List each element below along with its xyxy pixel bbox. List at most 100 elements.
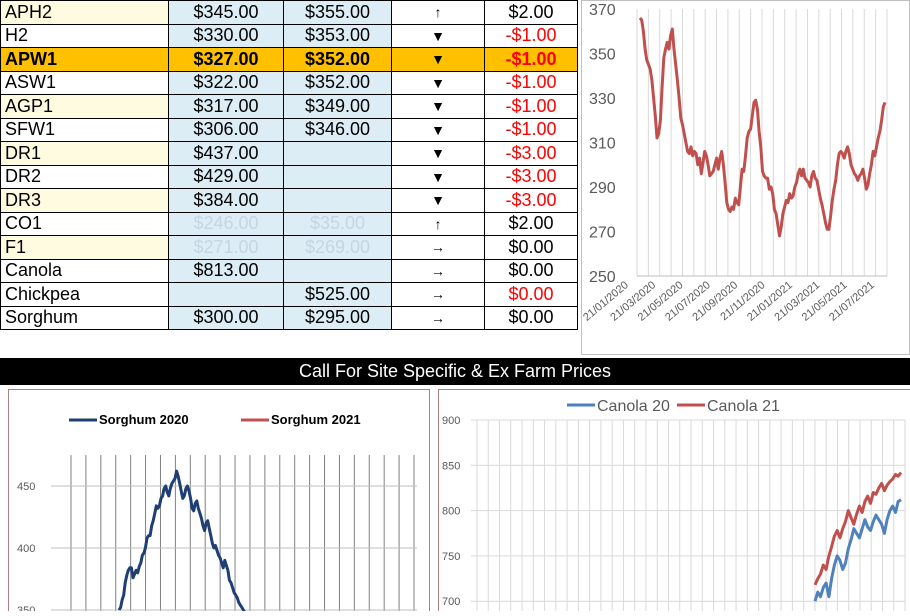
price-cell: $346.00 (283, 117, 392, 142)
legend-label: Canola 20 (597, 398, 670, 415)
price-cell: $352.00 (283, 47, 392, 72)
price-cell: $429.00 (168, 164, 284, 189)
commodity-name: Sorghum (0, 305, 169, 330)
y-tick-label: 330 (589, 91, 616, 108)
price-cell: $306.00 (168, 117, 284, 142)
price-change-cell: $2.00 (484, 211, 578, 236)
price-cell (283, 141, 392, 166)
table-row: F1 $271.00 $269.00 → $0.00 (0, 235, 578, 260)
price-cell: $352.00 (283, 70, 392, 95)
y-tick-label: 450 (17, 481, 35, 493)
table-row: APH2 $345.00 $355.00 ↑ $2.00 (0, 0, 578, 25)
table-row: Sorghum $300.00 $295.00 → $0.00 (0, 305, 578, 330)
trend-arrow-icon: ▼ (391, 164, 485, 189)
sorghum-chart: 350 400 450 Sorghum 2020 Sorghum 2021 (8, 389, 430, 616)
table-row: DR2 $429.00 ▼ -$3.00 (0, 164, 578, 189)
table-row: AGP1 $317.00 $349.00 ▼ -$1.00 (0, 94, 578, 119)
price-cell: $295.00 (283, 305, 392, 330)
commodity-name: APW1 (0, 47, 169, 72)
price-cell (168, 282, 284, 307)
y-tick-label: 350 (17, 605, 35, 611)
price-cell: $345.00 (168, 0, 284, 25)
commodity-name: AGP1 (0, 94, 169, 119)
price-cell: $813.00 (168, 258, 284, 283)
price-cell (283, 188, 392, 213)
canola-20-line (813, 498, 902, 602)
price-cell: $327.00 (168, 47, 284, 72)
legend-label: Sorghum 2020 (99, 412, 189, 427)
price-cell: $355.00 (283, 0, 392, 25)
trend-arrow-icon: ▼ (391, 117, 485, 142)
trend-arrow-icon: → (391, 282, 485, 307)
table-row: Canola $813.00 → $0.00 (0, 258, 578, 283)
commodity-name: Canola (0, 258, 169, 283)
commodity-name: ASW1 (0, 70, 169, 95)
y-tick-label: 750 (442, 551, 460, 563)
trend-arrow-icon: ▼ (391, 141, 485, 166)
table-row: SFW1 $306.00 $346.00 ▼ -$1.00 (0, 117, 578, 142)
trend-arrow-icon: ↑ (391, 211, 485, 236)
price-change-cell: -$1.00 (484, 23, 578, 48)
price-change-cell: -$3.00 (484, 164, 578, 189)
table-row: APW1 $327.00 $352.00 ▼ -$1.00 (0, 47, 578, 72)
canola-chart: 700 750 800 850 900 Canola 20 Canola 21 (438, 389, 910, 611)
table-row: DR1 $437.00 ▼ -$3.00 (0, 141, 578, 166)
y-tick-label: 400 (17, 543, 35, 555)
y-tick-label: 310 (589, 136, 616, 153)
price-cell: $525.00 (283, 282, 392, 307)
price-change-cell: -$3.00 (484, 141, 578, 166)
wheat-price-line (638, 16, 887, 238)
price-cell: $353.00 (283, 23, 392, 48)
table-row: ASW1 $322.00 $352.00 ▼ -$1.00 (0, 70, 578, 95)
commodity-name: H2 (0, 23, 169, 48)
price-change-cell: -$3.00 (484, 188, 578, 213)
y-tick-label: 270 (589, 225, 616, 242)
wheat-price-chart: 250 270 290 310 330 350 370 21/01/2020 21/03/202… (581, 0, 910, 355)
price-cell: $246.00 (168, 211, 284, 236)
sorghum-2020-line (117, 469, 247, 614)
commodity-name: Chickpea (0, 282, 169, 307)
table-row: H2 $330.00 $353.00 ▼ -$1.00 (0, 23, 578, 48)
commodity-name: SFW1 (0, 117, 169, 142)
y-tick-label: 290 (589, 180, 616, 197)
price-cell: $271.00 (168, 235, 284, 260)
legend-label: Sorghum 2021 (271, 412, 361, 427)
commodity-name: CO1 (0, 211, 169, 236)
trend-arrow-icon: → (391, 258, 485, 283)
price-change-cell: $0.00 (484, 305, 578, 330)
sorghum-chart-svg: 350 400 450 Sorghum 2020 Sorghum 2021 (17, 412, 417, 616)
trend-arrow-icon: → (391, 235, 485, 260)
trend-arrow-icon: ↑ (391, 0, 485, 25)
price-cell: $384.00 (168, 188, 284, 213)
price-change-cell: -$1.00 (484, 94, 578, 119)
price-table: APH2 $345.00 $355.00 ↑ $2.00 H2 $330.00 $353.00… (0, 0, 578, 330)
commodity-name: DR3 (0, 188, 169, 213)
price-change-cell: $0.00 (484, 282, 578, 307)
price-change-cell: $0.00 (484, 258, 578, 283)
site-specific-banner: Call For Site Specific & Ex Farm Prices (0, 358, 910, 385)
trend-arrow-icon: ▼ (391, 23, 485, 48)
wheat-price-chart-svg: 25027029031033035037021/01/202021/03/202… (581, 2, 888, 324)
price-cell: $349.00 (283, 94, 392, 119)
legend-label: Canola 21 (707, 398, 780, 415)
y-tick-label: 800 (442, 506, 460, 518)
table-row: CO1 $246.00 $35.00 ↑ $2.00 (0, 211, 578, 236)
y-tick-label: 370 (589, 2, 616, 19)
price-cell: $269.00 (283, 235, 392, 260)
price-change-cell: -$1.00 (484, 47, 578, 72)
price-cell (283, 258, 392, 283)
trend-arrow-icon: ▼ (391, 70, 485, 95)
y-tick-label: 250 (589, 269, 616, 286)
commodity-name: APH2 (0, 0, 169, 25)
commodity-name: F1 (0, 235, 169, 260)
y-tick-label: 350 (589, 47, 616, 64)
trend-arrow-icon: → (391, 305, 485, 330)
price-cell: $437.00 (168, 141, 284, 166)
canola-chart-svg: 700 750 800 850 900 Canola 20 Canola 21 (442, 398, 906, 611)
canola-21-line (813, 471, 903, 586)
price-cell: $322.00 (168, 70, 284, 95)
price-cell: $330.00 (168, 23, 284, 48)
y-tick-label: 850 (442, 460, 460, 472)
price-change-cell: $2.00 (484, 0, 578, 25)
commodity-name: DR2 (0, 164, 169, 189)
